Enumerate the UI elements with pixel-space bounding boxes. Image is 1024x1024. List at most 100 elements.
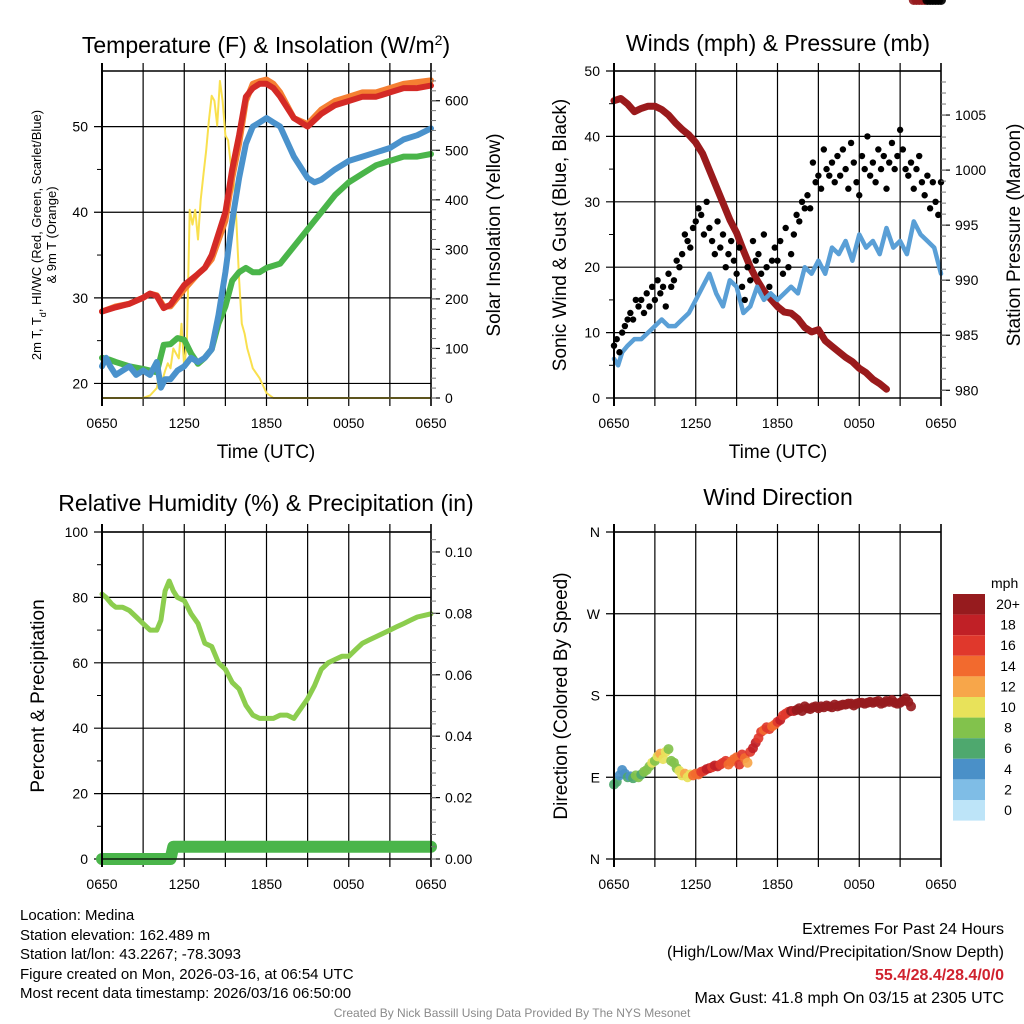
y2-tick-label: 0.04 bbox=[445, 728, 472, 744]
gust-point bbox=[907, 159, 915, 166]
gust-point bbox=[807, 205, 814, 212]
gust-point bbox=[717, 244, 724, 251]
gust-point bbox=[643, 290, 650, 297]
winds-chart-title: Winds (mph) & Pressure (mb) bbox=[626, 30, 930, 56]
y-tick-label: 40 bbox=[72, 720, 88, 736]
y2-tick-label: 980 bbox=[955, 382, 979, 398]
x-tick-label: 1250 bbox=[169, 876, 200, 892]
gust-point bbox=[714, 218, 721, 225]
gust-point bbox=[665, 270, 672, 277]
gust-point bbox=[861, 165, 868, 173]
colorbar-swatch bbox=[953, 594, 985, 615]
gust-point bbox=[624, 316, 631, 323]
y-tick-label: W bbox=[587, 606, 601, 622]
gust-point bbox=[820, 146, 828, 153]
gust-point bbox=[836, 172, 844, 179]
gust-point bbox=[703, 198, 710, 205]
gust-point bbox=[905, 172, 912, 179]
gust-point bbox=[899, 146, 907, 153]
gust-point bbox=[839, 146, 847, 153]
gust-point bbox=[809, 159, 817, 166]
gust-point bbox=[935, 211, 942, 219]
gust-point bbox=[894, 152, 901, 160]
y2-tick-label: 100 bbox=[445, 340, 469, 356]
winds-chart: Winds (mph) & Pressure (mb) 0650 1250 1850… bbox=[550, 30, 1024, 463]
y-tick-label: 40 bbox=[584, 128, 600, 144]
gust-point bbox=[834, 152, 841, 160]
temperature-x-label: Time (UTC) bbox=[217, 442, 316, 463]
x-tick-label: 0050 bbox=[844, 876, 875, 892]
gust-point bbox=[785, 264, 792, 271]
gust-point bbox=[918, 178, 926, 186]
gust-point bbox=[635, 303, 642, 310]
gust-point bbox=[749, 237, 757, 245]
gust-point bbox=[640, 309, 648, 317]
x-tick-label: 0650 bbox=[86, 876, 117, 892]
gust-point bbox=[771, 244, 778, 251]
humidity-axes: 0650 1250 1850 0050 0650 0 20 40 60 80 100 0.00 0.02… bbox=[65, 524, 472, 892]
humidity-chart-title: Relative Humidity (%) & Precipitation (i… bbox=[58, 490, 473, 516]
gust-point bbox=[689, 224, 697, 232]
y-tick-label: 50 bbox=[584, 63, 600, 79]
colorbar-label: 8 bbox=[1004, 720, 1012, 736]
colorbar-swatch bbox=[953, 800, 985, 821]
gust-point bbox=[629, 316, 637, 323]
y2-tick-label: 0 bbox=[445, 390, 453, 406]
gust-point bbox=[869, 159, 877, 166]
y-tick-label: 0 bbox=[592, 390, 600, 406]
colorbar-swatch bbox=[953, 717, 985, 739]
y-tick-label: 30 bbox=[72, 290, 88, 306]
x-tick-label: 0650 bbox=[415, 415, 446, 431]
winds-x-label: Time (UTC) bbox=[729, 442, 828, 463]
x-tick-label: 0650 bbox=[598, 876, 629, 892]
hiwc-line bbox=[99, 115, 434, 391]
gust-point bbox=[763, 264, 770, 271]
gust-point bbox=[678, 250, 686, 258]
rh-line bbox=[99, 578, 434, 721]
gust-point bbox=[779, 270, 787, 277]
colorbar-label: 18 bbox=[1000, 617, 1016, 633]
max-gust-text: Max Gust: 41.8 mph On 03/15 at 2305 UTC bbox=[694, 990, 1005, 1007]
y-tick-label: 60 bbox=[72, 655, 88, 671]
gust-point bbox=[646, 303, 653, 310]
y2-tick-label: 500 bbox=[445, 142, 469, 158]
gust-point bbox=[757, 270, 765, 277]
gust-point bbox=[913, 165, 920, 173]
gust-point bbox=[662, 303, 669, 310]
gust-point bbox=[823, 165, 830, 173]
gust-point bbox=[877, 165, 885, 173]
wind-direction-point bbox=[742, 757, 753, 768]
winds-axes: 0650 1250 1850 0050 0650 0 10 20 30 40 50 980 985 990… bbox=[584, 63, 986, 431]
extremes-subtitle: (High/Low/Max Wind/Precipitation/Snow De… bbox=[666, 944, 1004, 961]
gust-point bbox=[627, 309, 634, 317]
gust-point bbox=[875, 146, 882, 153]
y2-tick-label: 1000 bbox=[955, 162, 986, 178]
gust-point bbox=[668, 283, 675, 291]
gust-point bbox=[706, 224, 713, 232]
y-tick-label: 20 bbox=[72, 375, 88, 391]
y2-tick-label: 0.02 bbox=[445, 790, 472, 806]
gust-point bbox=[796, 218, 803, 225]
extremes-box: Extremes For Past 24 Hours (High/Low/Max… bbox=[667, 918, 1004, 1010]
gust-point bbox=[798, 198, 806, 205]
colorbar-label: 10 bbox=[1000, 699, 1016, 715]
gust-point bbox=[618, 329, 626, 336]
colorbar-label: 2 bbox=[1004, 781, 1012, 797]
gust-point bbox=[766, 283, 773, 291]
colorbar-swatch bbox=[953, 676, 985, 697]
y-tick-label: N bbox=[590, 851, 600, 867]
y2-tick-label: 990 bbox=[955, 272, 979, 288]
gust-point bbox=[902, 165, 909, 173]
credit-text: Created By Nick Bassill Using Data Provi… bbox=[333, 1006, 691, 1020]
y2-tick-label: 995 bbox=[955, 217, 979, 233]
gust-point bbox=[673, 257, 680, 264]
gust-point bbox=[733, 270, 740, 277]
humidity-chart: Relative Humidity (%) & Precipitation (i… bbox=[28, 490, 474, 892]
gust-point bbox=[831, 178, 838, 186]
y-tick-label: 20 bbox=[72, 786, 88, 802]
temperature-chart-title: Temperature (F) & Insolation (W/m2) bbox=[82, 32, 450, 58]
y2-tick-label: 0.10 bbox=[445, 544, 472, 560]
wind-direction-point bbox=[663, 744, 674, 755]
gust-point bbox=[752, 257, 759, 264]
wind-direction-chart: Wind Direction 0650 1250 1850 0050 0650NESWN… bbox=[551, 0, 1020, 892]
